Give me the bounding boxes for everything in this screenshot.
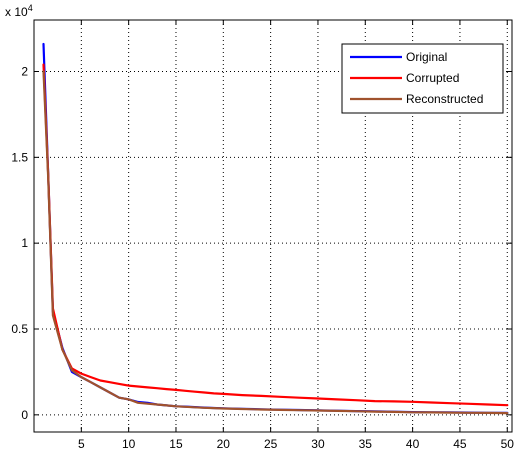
legend: Original Corrupted Reconstructed <box>341 43 504 114</box>
series-line-corrupted <box>42 63 509 407</box>
axis-ticks: 5 10 15 20 25 30 35 40 45 50 0 0.5 1 1.5 2 <box>11 20 514 451</box>
x-tick-label: 20 <box>217 437 231 451</box>
series-lines <box>42 42 509 415</box>
x-tick-label: 50 <box>501 437 515 451</box>
x-tick-label: 10 <box>122 437 136 451</box>
legend-label-corrupted: Corrupted <box>406 71 459 85</box>
x-tick-label: 40 <box>406 437 420 451</box>
y-tick-label: 1 <box>21 236 28 250</box>
x-tick-label: 25 <box>264 437 278 451</box>
x-tick-label: 35 <box>359 437 373 451</box>
y-tick-label: 1.5 <box>11 150 28 164</box>
series-line-reconstructed <box>42 70 509 415</box>
x-tick-label: 45 <box>453 437 467 451</box>
x-tick-label: 5 <box>78 437 85 451</box>
x-tick-label: 15 <box>169 437 183 451</box>
y-tick-label: 2 <box>21 65 28 79</box>
y-tick-label: 0 <box>21 408 28 422</box>
plot-frame <box>33 19 513 433</box>
y-tick-label: 0.5 <box>11 322 28 336</box>
legend-label-reconstructed: Reconstructed <box>406 92 483 106</box>
x-tick-label: 30 <box>311 437 325 451</box>
legend-label-original: Original <box>406 50 447 64</box>
y-exponent-label: x 104 <box>5 3 33 19</box>
